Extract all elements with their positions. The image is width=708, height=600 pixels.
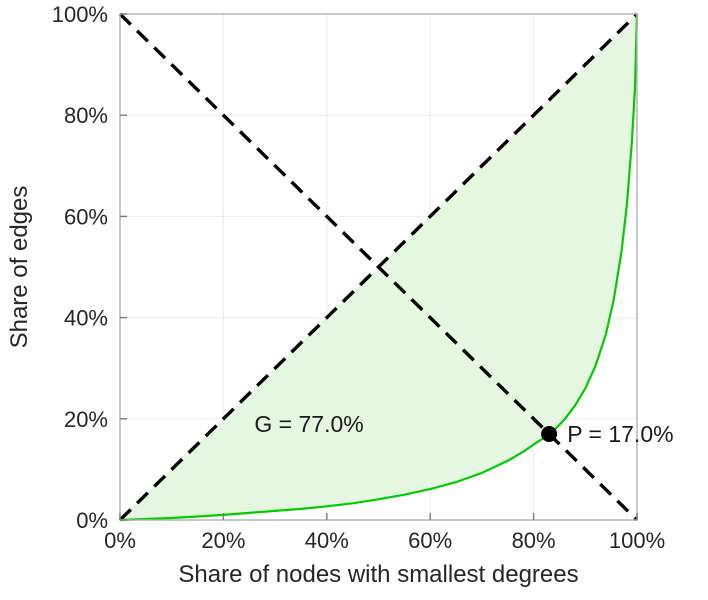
plot-box [119,13,638,521]
x-tick-label: 80% [512,528,556,553]
y-tick-label: 80% [64,103,108,128]
annotation-p: P = 17.0% [567,421,673,447]
y-tick-label: 60% [64,204,108,229]
x-tick-label: 40% [305,528,349,553]
y-axis-label: Share of edges [6,185,33,349]
x-tick-label: 20% [201,528,245,553]
x-axis-label: Share of nodes with smallest degrees [178,561,579,588]
lorenz-curve-line [119,13,639,522]
annotation-gini: G = 77.0% [254,411,363,437]
y-tick-label: 0% [76,508,108,533]
y-tick-label: 40% [64,306,108,331]
x-tick-label: 60% [408,528,452,553]
x-tick-label: 0% [104,528,136,553]
x-tick-label: 100% [609,528,665,553]
y-tick-label: 100% [52,2,108,27]
intersection-point [541,425,558,442]
y-tick-label: 20% [64,407,108,432]
